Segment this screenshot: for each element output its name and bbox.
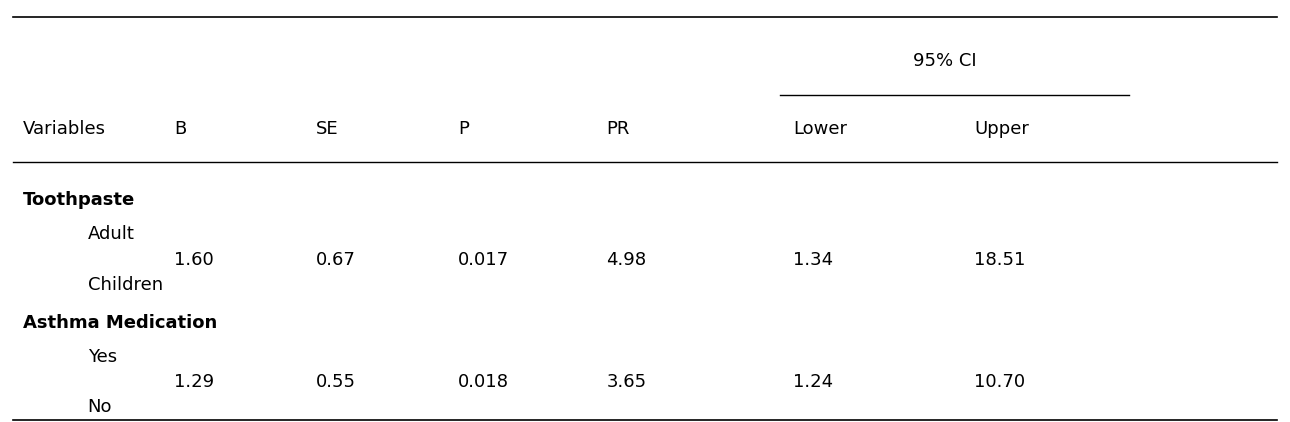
Text: No: No bbox=[88, 398, 112, 416]
Text: SE: SE bbox=[316, 120, 339, 138]
Text: Toothpaste: Toothpaste bbox=[23, 192, 135, 209]
Text: 1.60: 1.60 bbox=[174, 251, 214, 268]
Text: 0.67: 0.67 bbox=[316, 251, 356, 268]
Text: 4.98: 4.98 bbox=[606, 251, 646, 268]
Text: Upper: Upper bbox=[974, 120, 1029, 138]
Text: 3.65: 3.65 bbox=[606, 373, 646, 391]
Text: Variables: Variables bbox=[23, 120, 106, 138]
Text: P: P bbox=[458, 120, 468, 138]
Text: PR: PR bbox=[606, 120, 630, 138]
Text: B: B bbox=[174, 120, 186, 138]
Text: 0.017: 0.017 bbox=[458, 251, 510, 268]
Text: Children: Children bbox=[88, 276, 163, 294]
Text: 1.29: 1.29 bbox=[174, 373, 214, 391]
Text: 1.34: 1.34 bbox=[793, 251, 833, 268]
Text: Lower: Lower bbox=[793, 120, 848, 138]
Text: 18.51: 18.51 bbox=[974, 251, 1026, 268]
Text: Adult: Adult bbox=[88, 225, 134, 243]
Text: 1.24: 1.24 bbox=[793, 373, 833, 391]
Text: Yes: Yes bbox=[88, 348, 117, 365]
Text: Asthma Medication: Asthma Medication bbox=[23, 314, 218, 332]
Text: 0.55: 0.55 bbox=[316, 373, 356, 391]
Text: 0.018: 0.018 bbox=[458, 373, 510, 391]
Text: 10.70: 10.70 bbox=[974, 373, 1026, 391]
Text: 95% CI: 95% CI bbox=[913, 52, 977, 70]
